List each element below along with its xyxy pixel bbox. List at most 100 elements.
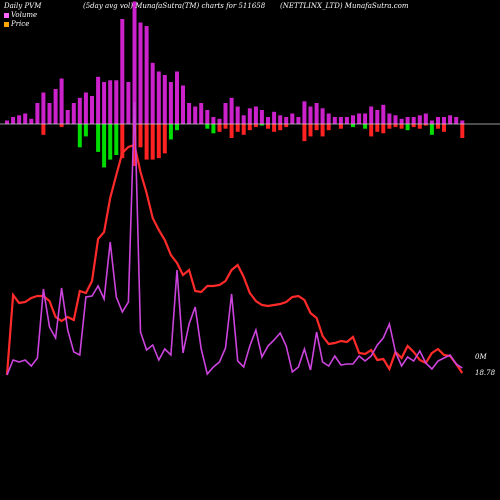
volume-bar <box>259 110 264 124</box>
volume-bar <box>272 111 277 125</box>
volume-bar <box>442 117 446 124</box>
volume-bar <box>59 78 64 124</box>
volume-bar <box>393 115 398 125</box>
down-volume-bar <box>217 124 222 132</box>
volume-bar <box>278 115 283 125</box>
down-volume-bar <box>278 124 283 131</box>
down-volume-bar <box>460 124 465 138</box>
down-volume-bar <box>59 124 64 128</box>
volume-bar <box>29 118 34 125</box>
up-volume-bar <box>175 124 179 131</box>
volume-bar <box>308 106 313 124</box>
volume-bar <box>199 103 204 124</box>
volume-bar <box>454 117 459 124</box>
legend-volume-swatch <box>4 12 9 18</box>
up-volume-bar <box>108 124 113 160</box>
chart-label-right: (NETTLINX_LTD) MunafaSutra.com <box>280 2 409 10</box>
legend-price-label: Price <box>11 20 30 28</box>
down-volume-bar <box>411 124 416 128</box>
volume-bar <box>175 71 179 124</box>
volume-bar <box>314 103 319 124</box>
volume-bar <box>156 71 161 124</box>
volume-bar <box>65 110 70 124</box>
volume-bar <box>381 104 386 125</box>
volume-bar <box>363 113 368 124</box>
up-volume-bar <box>259 124 264 126</box>
chart-label-left: Daily PVM <box>4 2 42 10</box>
volume-bar <box>138 22 143 124</box>
price-line <box>5 143 464 376</box>
up-volume-bar <box>96 124 101 152</box>
volume-bar <box>217 118 222 125</box>
legend-volume-label: Volume <box>11 11 38 19</box>
down-volume-bar <box>338 124 343 129</box>
volume-bar <box>369 106 374 124</box>
down-volume-bar <box>399 124 404 129</box>
volume-bar <box>181 85 185 124</box>
volume-bar <box>150 62 155 125</box>
volume-bar <box>326 113 331 124</box>
volume-bar <box>77 97 82 125</box>
volume-bar <box>35 103 40 124</box>
volume-bar <box>193 106 198 124</box>
volume-bar <box>399 118 404 125</box>
down-volume-bar <box>369 124 374 137</box>
down-volume-bar <box>326 124 331 131</box>
volume-bars <box>5 1 465 168</box>
volume-bar <box>436 117 440 124</box>
volume-bar <box>187 103 192 124</box>
volume-bar <box>290 113 295 124</box>
volume-bar <box>11 117 16 124</box>
volume-bar <box>338 117 343 124</box>
down-volume-bar <box>150 124 155 160</box>
up-volume-bar <box>351 124 355 128</box>
up-volume-bar <box>405 124 410 131</box>
up-volume-bar <box>363 124 368 129</box>
volume-bar <box>405 117 410 124</box>
down-volume-bar <box>120 124 125 159</box>
volume-bar <box>5 120 9 124</box>
volume-bar <box>23 113 28 124</box>
volume-bar <box>429 120 434 124</box>
down-volume-bar <box>241 124 246 135</box>
volume-bar <box>296 117 301 124</box>
up-volume-bar <box>168 124 173 140</box>
down-volume-bar <box>41 124 46 135</box>
volume-bar <box>53 89 58 124</box>
volume-bar <box>241 115 246 125</box>
volume-end-label: 0M <box>475 353 487 361</box>
down-volume-bar <box>235 124 240 132</box>
volume-bar <box>320 108 325 125</box>
volume-bar <box>168 82 173 124</box>
volume-bar <box>71 103 76 124</box>
up-volume-bar <box>83 124 88 137</box>
down-volume-bar <box>381 124 386 134</box>
down-volume-bar <box>138 124 143 148</box>
volume-bar <box>351 115 355 125</box>
down-volume-bar <box>387 124 392 129</box>
down-volume-bar <box>393 124 398 128</box>
volume-bar <box>411 117 416 124</box>
up-volume-bar <box>77 124 82 148</box>
up-volume-bar <box>102 124 107 168</box>
up-volume-bar <box>211 124 216 134</box>
down-volume-bar <box>144 124 149 160</box>
legend-price: Price <box>4 20 29 28</box>
volume-bar <box>102 82 107 124</box>
down-volume-bar <box>266 124 270 129</box>
volume-bar <box>223 103 228 124</box>
down-volume-bar <box>308 124 313 137</box>
down-volume-bar <box>162 124 167 154</box>
legend-price-swatch <box>4 21 9 27</box>
down-volume-bar <box>375 124 380 132</box>
volume-bar <box>417 115 422 125</box>
down-volume-bar <box>284 124 289 128</box>
volume-bar <box>266 117 270 124</box>
volume-bar <box>247 108 252 125</box>
down-volume-bar <box>272 124 277 132</box>
up-volume-bar <box>114 124 119 155</box>
volume-bar <box>41 92 46 124</box>
volume-bar <box>423 113 428 124</box>
volume-bar <box>96 76 101 125</box>
